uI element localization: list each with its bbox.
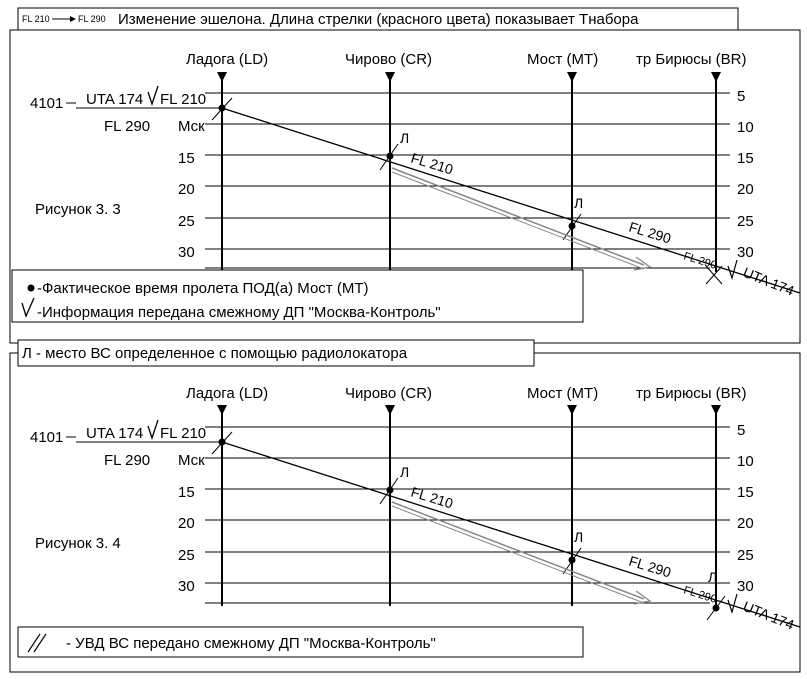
radar-mark: Л	[400, 464, 409, 480]
figure-label: Рисунок 3. 3	[35, 201, 121, 218]
tick-left: 15	[178, 150, 195, 167]
legend-from-label: FL 210	[22, 14, 50, 24]
marker-cr-icon	[385, 405, 395, 415]
origin: Мск	[178, 118, 205, 135]
tick-right: 25	[737, 213, 754, 230]
tick-right: 5	[737, 422, 745, 439]
climb-arrow	[391, 501, 645, 600]
trajectory-line	[221, 441, 801, 628]
fl-requested: FL 290	[104, 118, 150, 135]
radar-mark: Л	[708, 569, 717, 585]
climb-arrow-shadow	[391, 171, 645, 270]
marker-ld-icon	[217, 405, 227, 415]
tick-right: 10	[737, 119, 754, 136]
marker-mt-icon	[567, 405, 577, 415]
cross-mark	[705, 265, 723, 285]
tick-left: 25	[178, 547, 195, 564]
flight-id: 4101	[30, 95, 63, 112]
radar-mark: Л	[400, 130, 409, 146]
radar-mark: Л	[574, 529, 583, 545]
header-ld: Ладога (LD)	[186, 51, 268, 68]
tick-right: 20	[737, 181, 754, 198]
check-icon	[21, 297, 35, 318]
top-panel: FL 210 FL 290 Изменение эшелона. Длина с…	[9, 7, 801, 344]
marker-br-icon	[711, 72, 721, 82]
marker-mt-icon	[567, 72, 577, 82]
tick-left: 20	[178, 515, 195, 532]
header-br: тр Бирюсы (BR)	[636, 51, 746, 68]
fl-label-end: FL 290	[682, 250, 718, 271]
callsign: UTA 174	[86, 425, 143, 442]
climb-arrowhead-icon	[633, 590, 652, 605]
figure-label: Рисунок 3. 4	[35, 535, 121, 552]
tick-left: 25	[178, 213, 195, 230]
double-slash-icon	[27, 633, 41, 653]
tick-right: 5	[737, 88, 745, 105]
fix-point	[218, 104, 226, 112]
tick-right: 10	[737, 453, 754, 470]
fl-label-mid: FL 290	[627, 219, 673, 247]
climb-arrow	[391, 167, 645, 266]
tick-right: 20	[737, 515, 754, 532]
fl-label-seg: FL 210	[409, 150, 455, 178]
fl-requested: FL 290	[104, 452, 150, 469]
legend-arrowhead-icon	[70, 16, 76, 22]
key-dot-text: -Фактическое время пролета ПОД(а) Мост (…	[37, 280, 368, 297]
tick-left: 30	[178, 244, 195, 261]
slash-mark	[379, 143, 399, 171]
callsign: UTA 174	[86, 91, 143, 108]
callsign-end: UTA 174	[741, 264, 797, 299]
header-br: тр Бирюсы (BR)	[636, 385, 746, 402]
slash-mark	[706, 595, 726, 621]
climb-arrow-shadow	[391, 505, 645, 604]
fl-label-mid: FL 290	[627, 553, 673, 581]
callsign-end: UTA 174	[741, 598, 797, 633]
key-box	[11, 269, 584, 323]
dot-icon	[27, 284, 35, 292]
marker-ld-icon	[217, 72, 227, 82]
climb-arrowhead-icon	[633, 256, 652, 271]
tick-left: 20	[178, 181, 195, 198]
header-cr: Чирово (CR)	[345, 51, 432, 68]
tick-left: 15	[178, 484, 195, 501]
header-ld: Ладога (LD)	[186, 385, 268, 402]
fl-current: FL 210	[160, 91, 206, 108]
legend-to-label: FL 290	[78, 14, 106, 24]
header-mt: Мост (MT)	[527, 385, 598, 402]
top-title: Изменение эшелона. Длина стрелки (красно…	[118, 11, 639, 28]
check-icon	[147, 85, 159, 107]
bottom-key-text: - УВД ВС передано смежному ДП "Москва-Ко…	[66, 635, 436, 652]
tick-right: 15	[737, 150, 754, 167]
header-mt: Мост (MT)	[527, 51, 598, 68]
tick-right: 25	[737, 547, 754, 564]
tick-right: 30	[737, 578, 754, 595]
top-title-box	[17, 7, 739, 31]
key-check-text: -Информация передана смежному ДП "Москва…	[37, 304, 441, 321]
check-icon	[727, 593, 738, 615]
trajectory-line	[221, 107, 801, 294]
check-icon	[147, 419, 159, 441]
slash-mark	[379, 477, 399, 505]
marker-cr-icon	[385, 72, 395, 82]
tick-left: 30	[178, 578, 195, 595]
fix-point	[218, 438, 226, 446]
bottom-key-box	[17, 626, 584, 658]
bottom-title-box	[17, 339, 535, 367]
bottom-panel: Л - место ВС определенное с помощью ради…	[9, 339, 801, 673]
bottom-panel-frame	[9, 352, 801, 673]
bottom-title: Л - место ВС определенное с помощью ради…	[22, 345, 408, 362]
fl-current: FL 210	[160, 425, 206, 442]
header-cr: Чирово (CR)	[345, 385, 432, 402]
tick-right: 30	[737, 244, 754, 261]
marker-br-icon	[711, 405, 721, 415]
fl-label-seg: FL 210	[409, 484, 455, 512]
check-icon	[727, 259, 738, 281]
flight-id: 4101	[30, 429, 63, 446]
origin: Мск	[178, 452, 205, 469]
tick-right: 15	[737, 484, 754, 501]
double-slash-icon	[33, 633, 47, 653]
radar-mark: Л	[574, 195, 583, 211]
